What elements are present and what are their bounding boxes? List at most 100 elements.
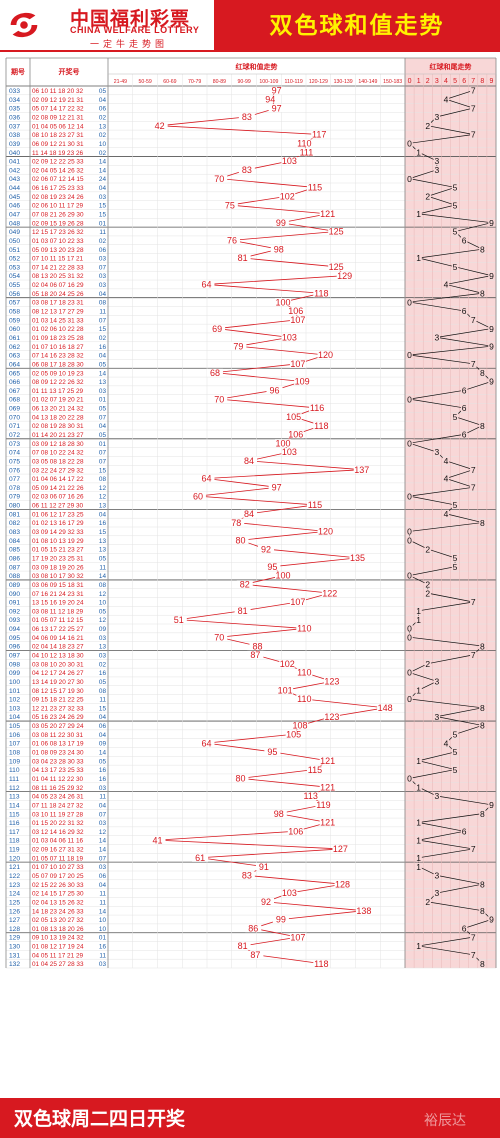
sum-value: 106 bbox=[288, 826, 303, 836]
issue-number: 050 bbox=[9, 238, 20, 245]
tail-value: 9 bbox=[489, 377, 494, 387]
sum-value: 99 bbox=[276, 915, 286, 925]
sum-value: 103 bbox=[282, 333, 297, 343]
sum-label-bg bbox=[309, 403, 326, 412]
blue-ball: 13 bbox=[99, 538, 107, 545]
blue-ball: 02 bbox=[99, 132, 107, 139]
issue-number: 039 bbox=[9, 141, 20, 148]
header-issue: 期号 bbox=[11, 67, 25, 76]
sum-label-bg bbox=[349, 553, 366, 562]
tail-value: 1 bbox=[416, 941, 421, 951]
blue-ball: 14 bbox=[99, 847, 107, 854]
tail-value: 5 bbox=[453, 200, 458, 210]
sum-label-bg bbox=[319, 756, 336, 765]
tail-label-bg bbox=[433, 333, 441, 342]
red-balls: 03 09 14 29 32 33 bbox=[32, 529, 84, 536]
tail-value: 2 bbox=[425, 897, 430, 907]
sum-label-bg bbox=[306, 500, 323, 509]
sum-label-bg bbox=[377, 703, 394, 712]
tail-value: 7 bbox=[471, 932, 476, 942]
issue-number: 106 bbox=[9, 732, 20, 739]
red-balls: 07 08 10 22 24 32 bbox=[32, 450, 84, 457]
tail-value: 2 bbox=[425, 121, 430, 131]
blue-ball: 15 bbox=[99, 326, 107, 333]
sum-label-bg bbox=[334, 880, 351, 889]
sum-value: 70 bbox=[214, 174, 224, 184]
blue-ball: 11 bbox=[99, 952, 106, 959]
red-balls: 04 10 12 13 18 30 bbox=[32, 652, 84, 659]
tail-label-bg bbox=[406, 298, 413, 307]
blue-ball: 08 bbox=[99, 300, 107, 307]
red-balls: 06 13 20 21 24 32 bbox=[32, 406, 84, 413]
tail-value: 8 bbox=[480, 703, 485, 713]
issue-number: 096 bbox=[9, 644, 20, 651]
issue-number: 083 bbox=[9, 529, 20, 536]
blue-ball: 02 bbox=[99, 114, 107, 121]
tail-label-bg bbox=[470, 933, 477, 942]
red-balls: 02 04 14 18 23 27 bbox=[32, 644, 84, 651]
tail-value: 4 bbox=[444, 94, 449, 104]
header-sum-trend: 红球和值走势 bbox=[236, 62, 278, 71]
red-balls: 02 05 09 10 19 23 bbox=[32, 370, 84, 377]
red-balls: 02 15 22 26 30 33 bbox=[32, 882, 84, 889]
tail-label-bg bbox=[488, 915, 495, 924]
tail-value: 4 bbox=[444, 738, 449, 748]
tail-value: 1 bbox=[416, 253, 421, 263]
tail-value: 7 bbox=[471, 86, 476, 96]
tail-label-bg bbox=[406, 139, 413, 148]
sum-label-bg bbox=[255, 862, 272, 871]
issue-number: 118 bbox=[9, 838, 20, 845]
tail-label-bg bbox=[433, 871, 441, 880]
sum-label-bg bbox=[319, 783, 336, 792]
sum-value: 135 bbox=[350, 553, 365, 563]
red-balls: 02 03 06 07 16 26 bbox=[32, 494, 84, 501]
red-balls: 08 09 12 22 26 32 bbox=[32, 379, 84, 386]
issue-number: 100 bbox=[9, 679, 20, 686]
issue-number: 101 bbox=[9, 688, 20, 695]
tail-label-bg bbox=[433, 677, 441, 686]
red-balls: 08 10 18 23 27 31 bbox=[32, 132, 84, 139]
blue-ball: 02 bbox=[99, 335, 107, 342]
issue-number: 052 bbox=[9, 256, 20, 263]
blue-ball: 01 bbox=[99, 220, 107, 227]
issue-number: 077 bbox=[9, 476, 20, 483]
blue-ball: 03 bbox=[99, 961, 107, 968]
blue-ball: 11 bbox=[99, 229, 106, 236]
sum-label-bg bbox=[170, 615, 187, 624]
sum-value: 111 bbox=[300, 147, 314, 157]
issue-number: 067 bbox=[9, 388, 20, 395]
tail-label-bg bbox=[460, 430, 468, 439]
tail-label-bg bbox=[451, 183, 459, 192]
red-balls: 05 16 23 24 26 29 bbox=[32, 714, 84, 721]
blue-ball: 03 bbox=[99, 864, 107, 871]
tail-label-bg bbox=[470, 465, 477, 474]
page-title: 双色球和值走势 bbox=[214, 0, 500, 50]
red-balls: 07 10 11 15 17 21 bbox=[32, 256, 83, 263]
sum-value: 99 bbox=[276, 218, 286, 228]
tail-label-bg bbox=[451, 562, 459, 571]
sum-label-bg bbox=[232, 536, 249, 545]
sum-value: 83 bbox=[242, 871, 252, 881]
tail-label-bg bbox=[433, 792, 441, 801]
tail-value: 0 bbox=[407, 694, 412, 704]
sum-value: 69 bbox=[212, 324, 222, 334]
issue-number: 111 bbox=[9, 776, 19, 783]
blue-ball: 11 bbox=[99, 899, 106, 906]
tail-value: 0 bbox=[407, 350, 412, 360]
issue-number: 131 bbox=[9, 952, 20, 959]
sum-label-bg bbox=[294, 377, 311, 386]
red-balls: 06 13 17 22 25 27 bbox=[32, 626, 84, 633]
sum-label-bg bbox=[228, 518, 245, 527]
blue-ball: 05 bbox=[99, 555, 107, 562]
sum-label-bg bbox=[209, 324, 226, 333]
issue-number: 034 bbox=[9, 97, 20, 104]
sum-label-bg bbox=[211, 633, 228, 642]
blue-ball: 03 bbox=[99, 388, 107, 395]
red-balls: 02 09 12 22 25 33 bbox=[32, 159, 84, 166]
blue-ball: 01 bbox=[99, 935, 107, 942]
tail-label-bg bbox=[406, 668, 413, 677]
sum-range-label: 90-99 bbox=[237, 79, 250, 85]
issue-number: 043 bbox=[9, 176, 20, 183]
sum-label-bg bbox=[238, 112, 255, 121]
sum-label-bg bbox=[277, 686, 294, 695]
